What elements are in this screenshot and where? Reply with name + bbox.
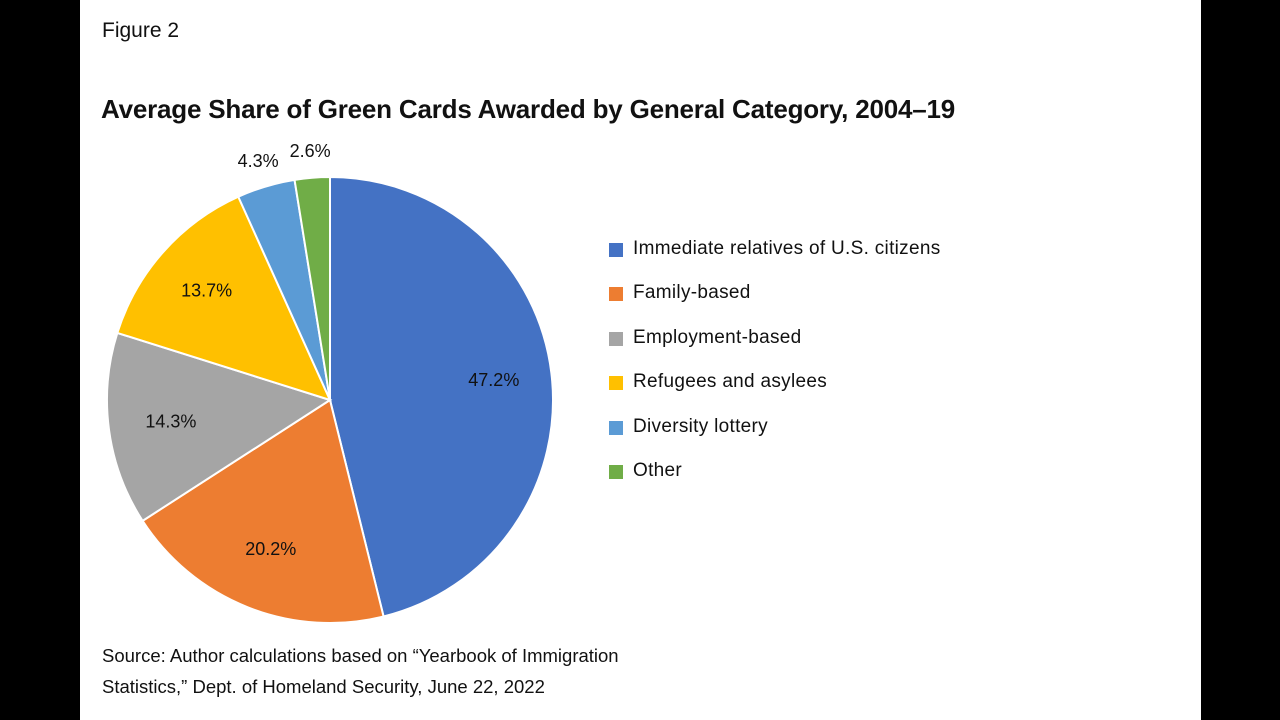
figure-panel: Figure 2 Average Share of Green Cards Aw… bbox=[80, 0, 1201, 720]
pie-slice-immediate-relatives bbox=[329, 175, 554, 618]
pie-slice-other bbox=[293, 175, 331, 401]
source-line: Statistics,” Dept. of Homeland Security,… bbox=[102, 676, 545, 697]
data-label-immediate-relatives: 47.2% bbox=[468, 370, 519, 390]
legend-label: Immediate relatives of U.S. citizens bbox=[633, 238, 941, 259]
legend-item-family-based: Family-based bbox=[609, 282, 941, 326]
chart-legend: Immediate relatives of U.S. citizens Fam… bbox=[609, 238, 941, 504]
data-label-family-based: 20.2% bbox=[245, 539, 296, 559]
legend-label: Other bbox=[633, 459, 683, 481]
figure-label: Figure 2 bbox=[102, 19, 180, 42]
pie-labels: 47.2% 20.2% 14.3% 13.7% 4.3% 2.6% bbox=[145, 141, 519, 559]
source-note: Source: Author calculations based on “Ye… bbox=[102, 640, 752, 702]
legend-swatch bbox=[609, 331, 623, 346]
pie-slice-family-based bbox=[141, 398, 385, 624]
source-line: Source: Author calculations based on “Ye… bbox=[102, 645, 619, 666]
legend-swatch bbox=[609, 420, 623, 435]
legend-item-other: Other bbox=[609, 460, 941, 504]
data-label-refugees-asylees: 13.7% bbox=[181, 280, 232, 300]
pie-slices bbox=[106, 175, 554, 624]
chart-title: Average Share of Green Cards Awarded by … bbox=[101, 94, 956, 124]
legend-item-refugees-asylees: Refugees and asylees bbox=[609, 371, 941, 415]
data-label-other: 2.6% bbox=[290, 141, 331, 161]
legend-item-immediate-relatives: Immediate relatives of U.S. citizens bbox=[609, 238, 941, 282]
legend-swatch bbox=[609, 376, 623, 391]
data-label-employment-based: 14.3% bbox=[145, 411, 196, 431]
legend-swatch bbox=[609, 243, 623, 257]
legend-label: Family-based bbox=[633, 282, 751, 304]
legend-label: Diversity lottery bbox=[633, 415, 768, 437]
pie-slice-employment-based bbox=[106, 331, 333, 523]
pie-slice-refugees-asylees bbox=[116, 195, 332, 402]
legend-item-diversity-lottery: Diversity lottery bbox=[609, 416, 941, 460]
legend-label: Refugees and asylees bbox=[633, 371, 828, 393]
legend-swatch bbox=[609, 464, 623, 479]
legend-swatch bbox=[609, 287, 623, 302]
legend-label: Employment-based bbox=[633, 326, 802, 348]
legend-item-employment-based: Employment-based bbox=[609, 327, 941, 371]
pie-chart: 47.2% 20.2% 14.3% 13.7% 4.3% 2.6% bbox=[106, 141, 554, 624]
data-label-diversity-lottery: 4.3% bbox=[238, 151, 279, 171]
